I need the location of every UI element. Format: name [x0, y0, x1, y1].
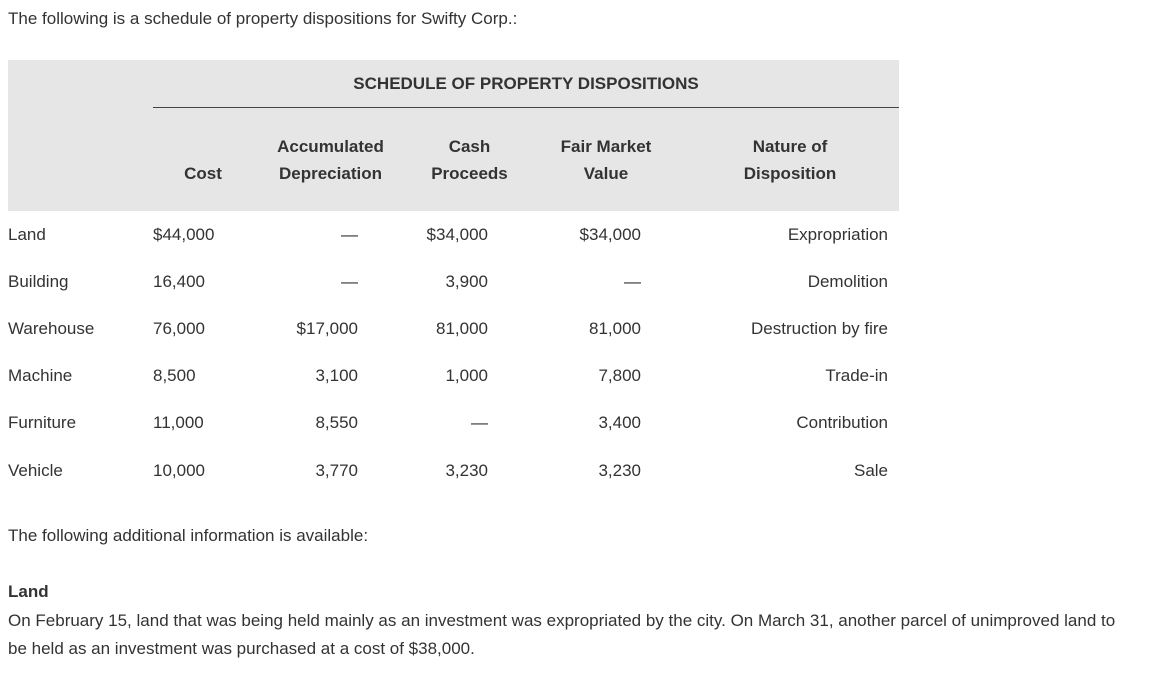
cash-proceeds-cell: 3,230: [445, 460, 488, 480]
cash-proceeds-cell: 1,000: [445, 366, 488, 386]
additional-info-intro: The following additional information is …: [8, 526, 369, 545]
table-row: Machine 8,500 3,100 1,000 7,800 Trade-in: [8, 353, 899, 400]
fair-market-value-cell: 81,000: [589, 318, 641, 338]
cash-proceeds-cell: 3,900: [445, 271, 488, 291]
cash-proceeds-cell: —: [471, 413, 488, 433]
table-title-row: SCHEDULE OF PROPERTY DISPOSITIONS: [8, 60, 900, 108]
table-header-row: Cost Accumulated Depreciation Cash Proceed…: [8, 107, 900, 211]
table-row: Warehouse 76,000 $17,000 81,000 81,000 D…: [8, 305, 899, 352]
cash-proceeds-cell: $34,000: [426, 224, 488, 244]
table-row: Furniture 11,000 8,550 — 3,400 Contribut…: [8, 400, 899, 447]
table-row: Building 16,400 — 3,900 — Demolition: [8, 258, 899, 305]
header-cost: Cost: [153, 107, 253, 211]
fair-market-value-cell: 7,800: [598, 366, 641, 386]
land-section-body: On February 15, land that was being held…: [8, 611, 1116, 658]
nature-cell: Contribution: [796, 413, 889, 433]
accumulated-depreciation-cell: $17,000: [296, 318, 358, 338]
schedule-table-container: SCHEDULE OF PROPERTY DISPOSITIONS Cost A…: [8, 60, 900, 494]
cost-cell: 76,000: [153, 318, 205, 338]
table-title: SCHEDULE OF PROPERTY DISPOSITIONS: [153, 60, 900, 108]
header-accumulated-depreciation: Accumulated Depreciation: [253, 107, 408, 211]
nature-cell: Sale: [853, 460, 889, 480]
fair-market-value-cell: 3,400: [598, 413, 641, 433]
cost-cell: 10,000: [153, 460, 205, 480]
cost-cell: 8,500: [153, 366, 196, 386]
nature-cell: Demolition: [807, 271, 889, 291]
row-label: Furniture: [8, 413, 77, 433]
title-spacer: [8, 60, 153, 108]
table-row: Land $44,000 — $34,000 $34,000 Expropria…: [8, 211, 899, 258]
land-section-heading: Land: [8, 582, 49, 601]
row-label: Building: [8, 271, 69, 291]
row-label: Machine: [8, 366, 73, 386]
accumulated-depreciation-cell: 8,550: [315, 413, 358, 433]
table-row: Vehicle 10,000 3,770 3,230 3,230 Sale: [8, 447, 899, 494]
schedule-table: SCHEDULE OF PROPERTY DISPOSITIONS Cost A…: [8, 60, 900, 494]
nature-cell: Expropriation: [787, 224, 889, 244]
cost-cell: 16,400: [153, 271, 205, 291]
accumulated-depreciation-cell: —: [341, 224, 358, 244]
header-fair-market-value: Fair Market Value: [531, 107, 681, 211]
header-cash-proceeds: Cash Proceeds: [408, 107, 531, 211]
row-label: Land: [8, 224, 46, 244]
nature-cell: Destruction by fire: [751, 318, 889, 338]
fair-market-value-cell: 3,230: [598, 460, 641, 480]
cash-proceeds-cell: 81,000: [436, 318, 488, 338]
header-label-spacer: [8, 107, 153, 211]
accumulated-depreciation-cell: 3,770: [315, 460, 358, 480]
row-label: Vehicle: [8, 460, 63, 480]
nature-cell: Trade-in: [825, 366, 889, 386]
fair-market-value-cell: —: [624, 271, 641, 291]
row-label: Warehouse: [8, 318, 95, 338]
fair-market-value-cell: $34,000: [579, 224, 641, 244]
intro-text: The following is a schedule of property …: [8, 9, 518, 28]
header-nature-of-disposition: Nature of Disposition: [681, 107, 900, 211]
cost-cell: $44,000: [153, 224, 215, 244]
accumulated-depreciation-cell: —: [341, 271, 358, 291]
accumulated-depreciation-cell: 3,100: [315, 366, 358, 386]
cost-cell: 11,000: [153, 413, 204, 433]
